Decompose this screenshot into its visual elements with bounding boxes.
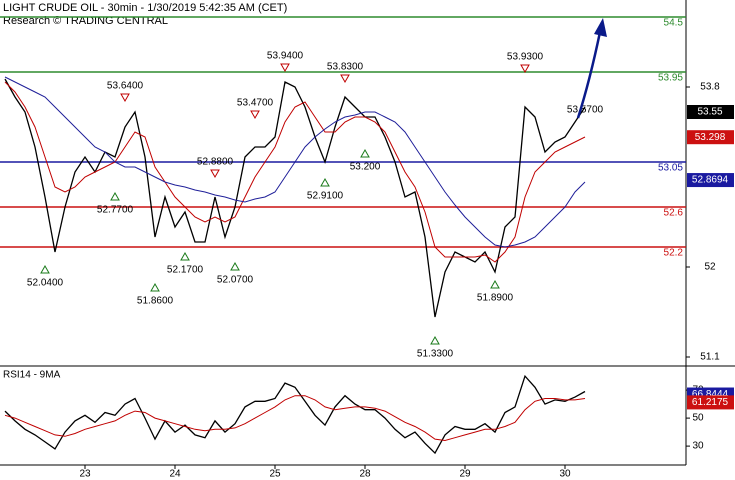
low-marker	[230, 261, 240, 271]
y-tick-label: 52	[704, 262, 716, 273]
price-line	[4, 76, 586, 248]
forecast-arrow-line	[576, 31, 602, 119]
last-label: 53.5700	[567, 105, 604, 116]
high-label: 52.8800	[197, 157, 234, 168]
low-marker	[320, 177, 330, 187]
low-marker	[40, 264, 50, 274]
price-line	[4, 78, 586, 318]
chart-subtitle: Research © TRADING CENTRAL	[3, 15, 168, 27]
high-marker	[250, 110, 260, 120]
low-label: 51.8900	[477, 293, 514, 304]
high-marker	[520, 64, 530, 74]
level-label: 53.05	[658, 163, 683, 174]
value-box-label: 53.298	[695, 132, 726, 143]
high-label: 53.6400	[107, 81, 144, 92]
high-label: 53.9300	[507, 52, 544, 63]
high-label: 53.8300	[327, 62, 364, 73]
level-label: 52.2	[664, 248, 684, 259]
value-box	[687, 105, 734, 119]
y-tick-label: 51.1	[700, 352, 720, 363]
low-marker	[360, 148, 370, 158]
x-tick-label: 23	[79, 469, 91, 480]
low-label: 52.9100	[307, 191, 344, 202]
value-box	[687, 173, 734, 188]
x-tick-label: 24	[169, 469, 181, 480]
value-box	[687, 395, 734, 410]
low-label: 51.3300	[417, 349, 454, 360]
low-label: 52.7700	[97, 205, 134, 216]
rsi-title: RSI14 - 9MA	[3, 370, 61, 381]
x-tick-label: 25	[269, 469, 281, 480]
low-label: 52.0700	[217, 275, 254, 286]
rsi-tick-label: 50	[692, 413, 704, 424]
rsi-line	[4, 374, 586, 455]
level-label: 52.6	[664, 208, 684, 219]
x-tick-label: 28	[359, 469, 371, 480]
x-tick-label: 30	[559, 469, 571, 480]
value-box-label: 52.8694	[692, 175, 729, 186]
rsi-line	[4, 395, 586, 442]
x-tick-label: 29	[459, 469, 471, 480]
level-label: 54.5	[664, 18, 684, 29]
forecast-arrow-head	[594, 18, 607, 37]
rsi-tick-label: 30	[692, 441, 704, 452]
high-label: 53.4700	[237, 98, 274, 109]
level-label: 53.95	[658, 73, 683, 84]
price-line	[4, 81, 586, 263]
high-marker	[210, 169, 220, 179]
low-label: 52.0400	[27, 278, 64, 289]
chart-title: LIGHT CRUDE OIL - 30min - 1/30/2019 5:42…	[3, 2, 287, 14]
y-tick-label: 53.8	[700, 82, 720, 93]
low-marker	[430, 335, 440, 345]
low-marker	[490, 279, 500, 289]
low-label: 53.200	[350, 162, 381, 173]
forecast-arrow	[576, 18, 607, 119]
value-box	[687, 130, 734, 145]
low-marker	[180, 251, 190, 261]
high-marker	[120, 93, 130, 103]
low-marker	[150, 282, 160, 292]
low-marker	[110, 191, 120, 201]
value-box-label: 53.55	[697, 107, 722, 118]
value-box-label: 66.8444	[692, 389, 729, 400]
high-marker	[280, 63, 290, 73]
low-label: 52.1700	[167, 265, 204, 276]
low-label: 51.8600	[137, 296, 174, 307]
high-label: 53.9400	[267, 51, 304, 62]
value-box-label: 61.2175	[692, 397, 729, 408]
high-marker	[340, 74, 350, 84]
